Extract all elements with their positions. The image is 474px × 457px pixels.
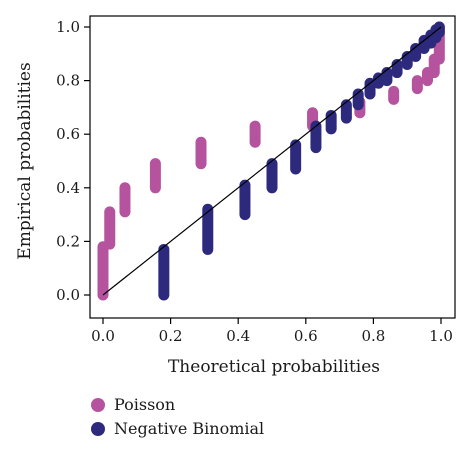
legend-swatch bbox=[91, 398, 105, 412]
x-tick-label: 0.6 bbox=[294, 327, 318, 345]
legend-item: Negative Binomial bbox=[91, 419, 264, 438]
legend-label: Poisson bbox=[114, 395, 175, 414]
series-negative-binomial bbox=[158, 21, 445, 301]
x-tick-label: 0.2 bbox=[159, 327, 183, 345]
legend-label: Negative Binomial bbox=[114, 419, 264, 438]
y-tick-label: 0.6 bbox=[56, 125, 80, 143]
reference-line bbox=[102, 26, 442, 296]
legend-swatch bbox=[91, 422, 105, 436]
y-axis-ticks: 0.0 0.2 0.4 0.6 0.8 1.0 bbox=[56, 18, 90, 304]
y-axis-title: Empirical probabilities bbox=[15, 62, 35, 259]
y-tick-label: 1.0 bbox=[56, 18, 80, 36]
x-axis-title: Theoretical probabilities bbox=[168, 357, 380, 377]
plot-frame-layer bbox=[89, 15, 456, 319]
x-tick-label: 0.4 bbox=[226, 327, 250, 345]
y-tick-label: 0.0 bbox=[56, 286, 80, 304]
legend: Poisson Negative Binomial bbox=[91, 395, 264, 438]
plot-frame bbox=[89, 15, 456, 319]
x-tick-label: 0.8 bbox=[361, 327, 385, 345]
y-tick-label: 0.2 bbox=[56, 232, 80, 250]
x-axis-ticks: 0.0 0.2 0.4 0.6 0.8 1.0 bbox=[91, 318, 453, 345]
plot-area bbox=[97, 21, 445, 301]
reference-line-layer bbox=[102, 26, 442, 296]
x-tick-label: 0.0 bbox=[91, 327, 115, 345]
y-tick-label: 0.8 bbox=[56, 72, 80, 90]
y-tick-label: 0.4 bbox=[56, 179, 80, 197]
x-tick-label: 1.0 bbox=[429, 327, 453, 345]
legend-item: Poisson bbox=[91, 395, 175, 414]
